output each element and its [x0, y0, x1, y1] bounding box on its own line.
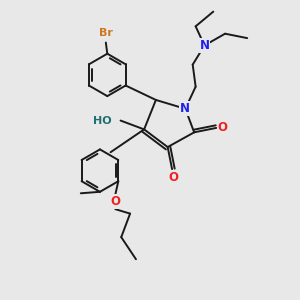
- Text: N: N: [180, 102, 190, 115]
- Text: O: O: [169, 171, 178, 184]
- Text: HO: HO: [93, 116, 112, 126]
- Text: Br: Br: [99, 28, 113, 38]
- Text: N: N: [200, 39, 209, 52]
- Text: O: O: [218, 122, 228, 134]
- Text: O: O: [110, 195, 120, 208]
